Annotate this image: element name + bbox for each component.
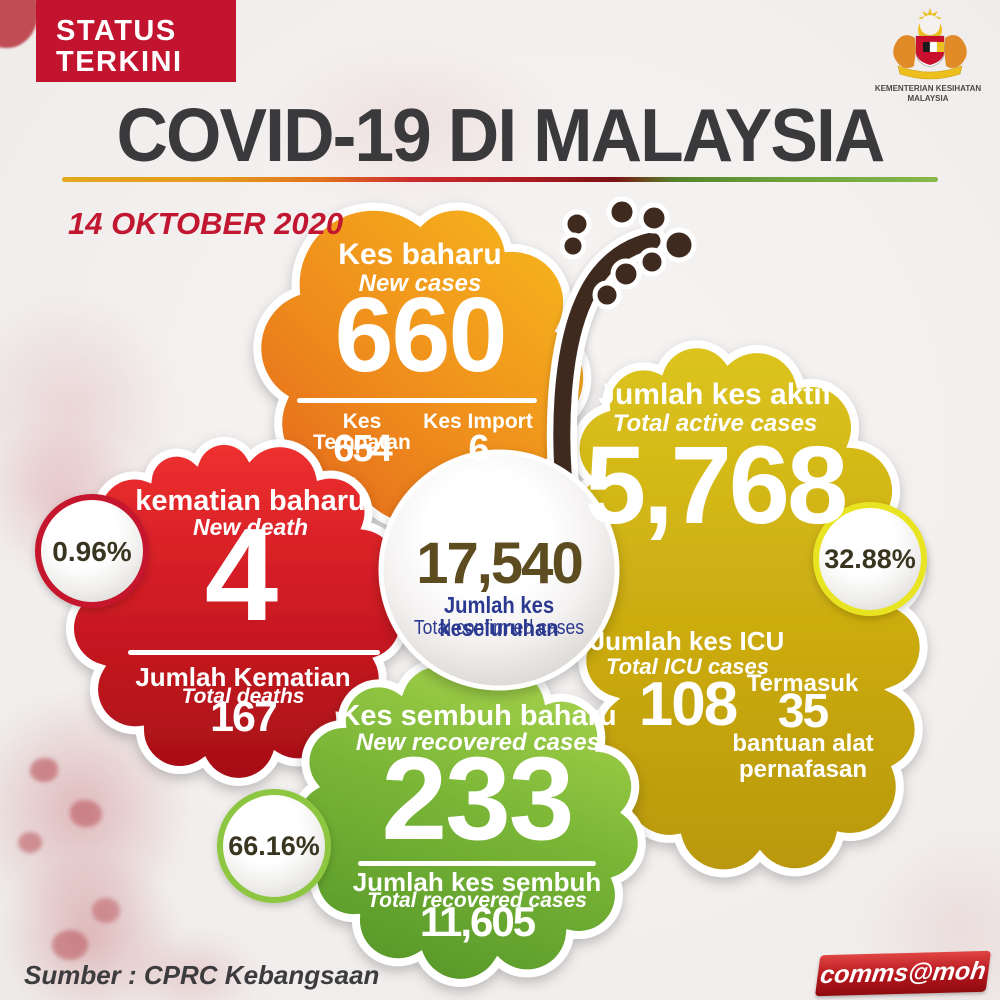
active-cases-subtitle: Total active cases [612, 410, 818, 437]
import-cases-value: 6 [468, 428, 489, 470]
hibiscus-pistil-icon [546, 196, 697, 527]
icu-value: 108 [638, 670, 738, 739]
ventilator-intro: Termasuk [746, 670, 859, 697]
credit-badge: comms@moh [814, 950, 992, 997]
status-badge: STATUS TERKINI [36, 0, 236, 82]
icu-title: Jumlah kes ICU [590, 626, 785, 656]
total-confirmed-value: 17,540 [416, 531, 583, 596]
status-badge-line1: STATUS [56, 15, 177, 47]
total-deaths-label: Jumlah Kematian [135, 662, 351, 692]
credit-text: comms@moh [818, 956, 988, 990]
ministry-caption: KEMENTERIAN KESIHATAN MALAYSIA [858, 84, 998, 104]
active-percent-ball [813, 502, 927, 616]
title-underline [62, 177, 938, 182]
icu-subtitle: Total ICU cases [605, 654, 770, 679]
deaths-percent-ball [35, 494, 149, 608]
total-recovered-sublabel: Total recovered cases [367, 889, 587, 912]
page-title: COVID-19 DI MALAYSIA [116, 93, 885, 177]
active-cases-value: 5,768 [584, 424, 848, 547]
new-recovered-value: 233 [381, 733, 575, 865]
background-virus-texture [30, 758, 58, 782]
ventilator-label-line1: bantuan alat [732, 730, 874, 757]
new-cases-title: Kes baharu [338, 238, 502, 271]
new-deaths-value: 4 [204, 501, 278, 648]
total-deaths-value: 167 [210, 693, 278, 741]
background-virus-texture [52, 930, 88, 960]
center-total-circle [378, 449, 620, 691]
background-virus-texture [0, 850, 180, 1000]
total-recovered-label: Jumlah kes sembuh [352, 867, 602, 897]
petal-recovered-shape [290, 658, 646, 987]
active-cases-title: Jumlah kes aktif [598, 378, 832, 411]
background-virus-texture [70, 800, 102, 827]
source-note: Sumber : CPRC Kebangsaan [24, 960, 380, 990]
local-cases-value: 654 [333, 428, 392, 470]
new-recovered-title: Kes sembuh baharu [339, 700, 617, 732]
new-cases-value: 660 [334, 276, 508, 394]
status-badge-line2: TERKINI [56, 45, 183, 78]
recovered-percent-ball [217, 789, 331, 903]
new-deaths-title: kematian baharu [135, 485, 366, 517]
total-confirmed-label-ms: Jumlah kes keseluruhan [439, 592, 559, 641]
ministry-name-line1: KEMENTERIAN KESIHATAN [874, 84, 982, 93]
active-percent: 32.88% [824, 544, 916, 574]
deaths-percent: 0.96% [52, 536, 132, 567]
new-deaths-subtitle: New death [192, 514, 309, 540]
recovered-percent: 66.16% [228, 831, 320, 861]
background-virus-texture [120, 930, 260, 1000]
local-cases-label: Kes Tempatan [313, 410, 411, 454]
import-cases-label: Kes Import [423, 410, 533, 433]
ministry-name-line2: MALAYSIA [907, 94, 949, 103]
report-date: 14 OKTOBER 2020 [68, 206, 344, 241]
recovered-divider [358, 861, 596, 866]
ventilator-label-line2: pernafasan [738, 756, 868, 783]
background-virus-texture [92, 898, 120, 923]
total-deaths-sublabel: Total deaths [181, 685, 305, 708]
background-virus-texture [18, 832, 42, 853]
total-recovered-value: 11,605 [419, 898, 536, 945]
moh-crest-icon [893, 8, 967, 80]
new-cases-divider [297, 398, 537, 403]
new-recovered-subtitle: New recovered cases [355, 729, 601, 756]
new-cases-subtitle: New cases [358, 270, 482, 297]
deaths-divider [128, 650, 380, 655]
total-confirmed-label-en: Total confirmed cases [413, 617, 585, 639]
ventilator-value: 35 [777, 685, 829, 738]
